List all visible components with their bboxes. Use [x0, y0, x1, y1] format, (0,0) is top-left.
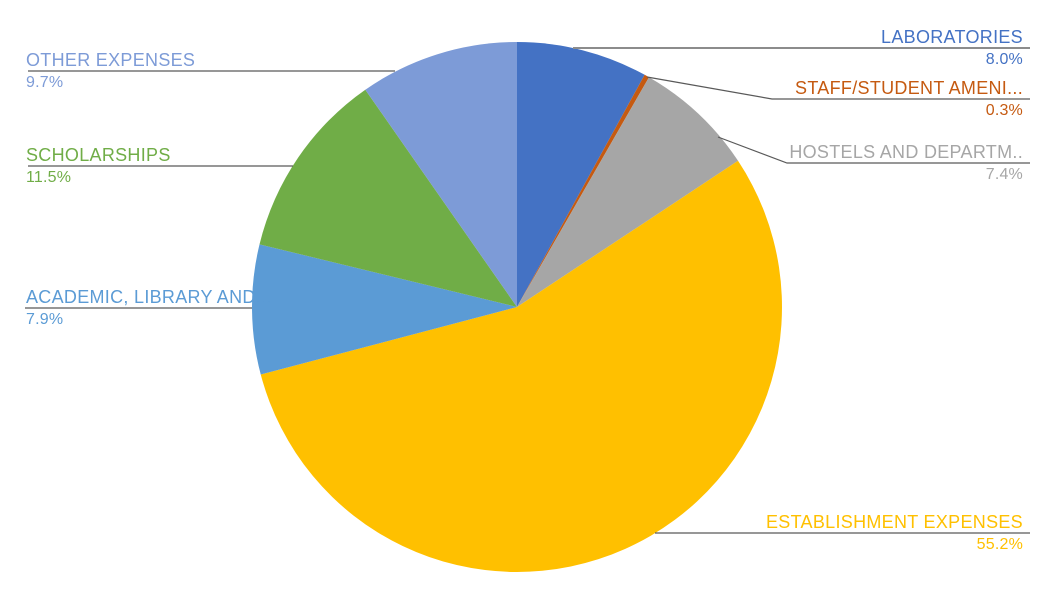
pie-slice-0[interactable] — [517, 42, 645, 307]
pie-slice-1[interactable] — [517, 74, 650, 307]
pie-slice-5[interactable] — [259, 89, 517, 308]
pie-slice-4[interactable] — [251, 244, 518, 375]
pie-slice-3[interactable] — [260, 160, 782, 572]
pie-slice-6[interactable] — [365, 42, 517, 307]
pie-slice-2[interactable] — [517, 77, 739, 307]
leader-line-hostels — [717, 136, 1030, 164]
leader-line-staff-student — [646, 76, 1030, 100]
pie-slices-group — [251, 42, 782, 572]
